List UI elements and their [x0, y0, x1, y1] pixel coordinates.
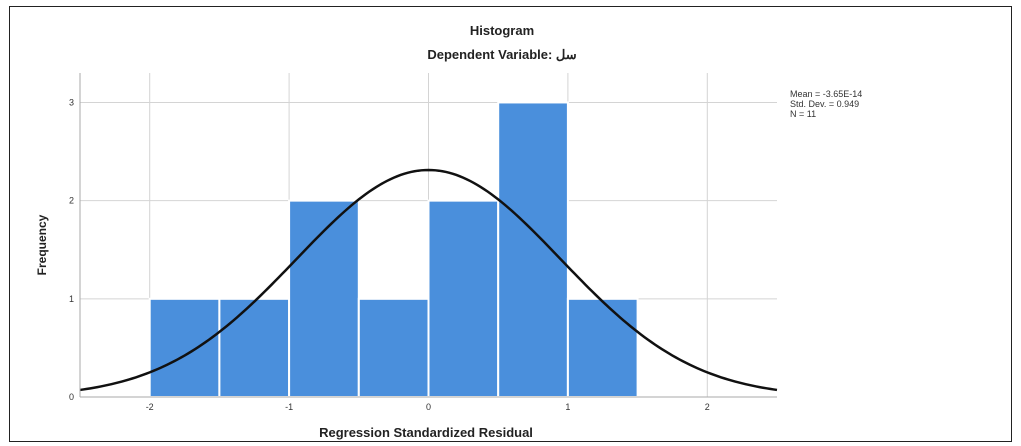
- histogram-bar: [427, 199, 500, 398]
- chart-title: Histogram: [470, 23, 534, 38]
- y-tick-label: 2: [69, 196, 74, 206]
- x-axis-title: Regression Standardized Residual: [319, 425, 533, 440]
- axis-layer: 0 1 2 3 -2 -1 0 1 2: [69, 73, 777, 412]
- curve-layer: [79, 168, 778, 392]
- x-tick-label: -2: [146, 402, 154, 412]
- histogram-chart: 0 1 2 3 -2 -1 0 1 2 Histogram Dependent Variable…: [35, 23, 862, 440]
- x-tick-label: 2: [705, 402, 710, 412]
- y-tick-label: 0: [69, 392, 74, 402]
- y-tick-label: 3: [69, 97, 74, 107]
- y-axis-title: Frequency: [35, 214, 49, 275]
- histogram-bar: [357, 297, 430, 398]
- histogram-bar: [148, 297, 221, 398]
- histogram-bar: [566, 297, 639, 398]
- histogram-bar: [218, 297, 291, 398]
- x-tick-label: -1: [285, 402, 293, 412]
- stats-legend: Mean = -3.65E-14 Std. Dev. = 0.949 N = 1…: [790, 89, 862, 119]
- y-tick-label: 1: [69, 294, 74, 304]
- histogram-bar: [497, 101, 569, 398]
- chart-subtitle: Dependent Variable: سل: [427, 47, 576, 62]
- x-tick-label: 0: [426, 402, 431, 412]
- stats-std-dev: Std. Dev. = 0.949: [790, 99, 859, 109]
- bars-layer: [148, 101, 639, 398]
- x-tick-label: 1: [565, 402, 570, 412]
- stats-n: N = 11: [790, 109, 816, 119]
- normal-curve: [79, 168, 778, 392]
- chart-frame: 0 1 2 3 -2 -1 0 1 2 Histogram Dependent Variable…: [9, 6, 1012, 442]
- stats-mean: Mean = -3.65E-14: [790, 89, 862, 99]
